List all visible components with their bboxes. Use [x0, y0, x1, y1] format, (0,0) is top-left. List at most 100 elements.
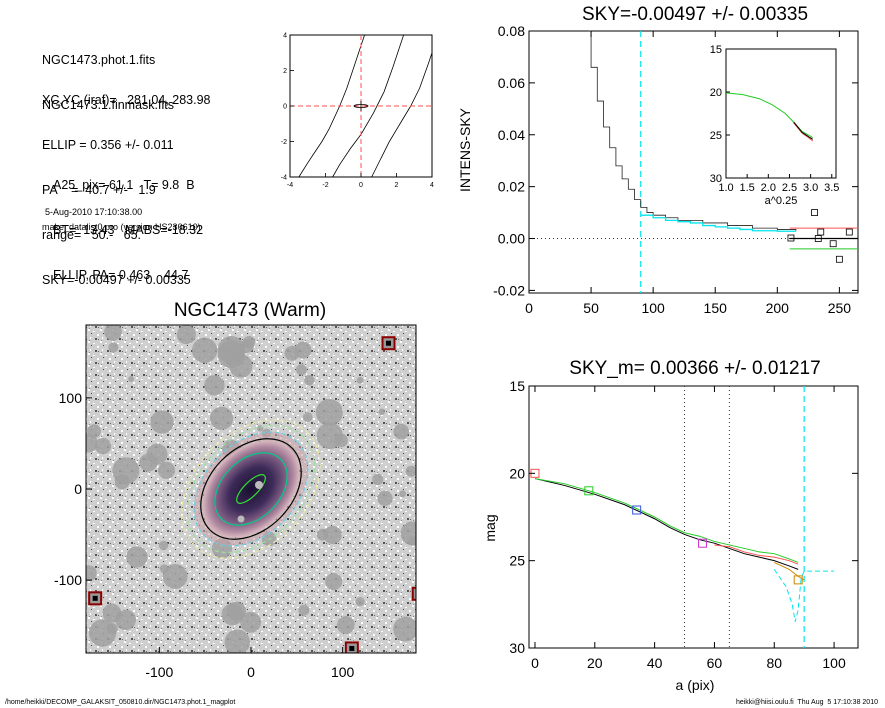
mag-series-0 [534, 478, 799, 570]
isophote-ellipse-3 [200, 438, 302, 540]
masked-region [298, 604, 310, 616]
result-ellip-pa: ELLIP, PA= 0.463 44.7 [53, 268, 189, 282]
masked-region [316, 422, 344, 450]
galaxy-xtick-label: 100 [331, 664, 355, 680]
sky-sample-square [814, 235, 822, 242]
masked-region [146, 443, 168, 465]
sky-ytick-label: 0.02 [498, 179, 525, 195]
sky-ytick-label: 0.00 [498, 231, 525, 247]
mag-series-1 [714, 544, 799, 565]
masked-region [399, 490, 407, 498]
galaxy-xtick-label: -100 [145, 664, 173, 680]
isophote-ellipse-2 [193, 431, 309, 547]
masked-region [304, 375, 315, 386]
mag-xtick-label: 60 [707, 655, 723, 671]
mag-xtick-label: 80 [766, 655, 782, 671]
sky-ytick-label: -0.02 [493, 282, 525, 298]
galaxy-ytick-label: -100 [54, 572, 82, 588]
sky-ytick-label: 0.08 [498, 23, 525, 39]
sky-intensity-plot: SKY=-0.00497 +/- 0.00335 INTENS-SKY 0 50 1… [457, 4, 859, 316]
sky-ytick-label: 0.06 [498, 75, 525, 91]
masked-region [284, 345, 300, 361]
masked-region [325, 573, 343, 591]
sky-xtick-label: 100 [641, 300, 665, 316]
masked-region [378, 408, 386, 416]
contour-xtick-label: 4 [430, 182, 434, 189]
mag-marker-square [793, 575, 803, 585]
contour-line-0 [298, 34, 365, 178]
intensity-profile [588, 30, 797, 231]
masked-region [94, 437, 112, 455]
galaxy-ytick-label: 0 [74, 481, 82, 497]
masked-region [323, 525, 342, 545]
reference-marker-center [416, 591, 421, 596]
masked-region [114, 474, 130, 490]
inset-series-2 [793, 121, 813, 140]
inset-ytick-label: 25 [710, 130, 722, 142]
mag-ytick-label: 15 [509, 378, 525, 394]
masked-region [372, 473, 384, 485]
file-name-2: NGC1473.1.finmask.fits [42, 98, 174, 112]
sky-sample-square [817, 228, 825, 236]
param-sky: SKY=-0.00497 +/- 0.00335 [42, 273, 191, 287]
masked-region [176, 325, 196, 345]
masked-region [150, 410, 174, 434]
mag-series-2 [534, 478, 799, 563]
masked-region [302, 412, 313, 422]
masked-region [405, 465, 416, 477]
galaxy-xtick-label: 0 [247, 664, 255, 680]
mag-plot-frame [528, 385, 859, 649]
param-center: XC,YC (iraf)= 281.04, 283.98 [42, 93, 211, 107]
sky-xtick-label: 0 [525, 300, 533, 316]
masked-region [393, 616, 416, 642]
sky-plot-frame [528, 30, 859, 294]
file-list: NGC1473.phot.1.fits NGC1473.1.finmask.fi… [42, 23, 174, 128]
masked-region [126, 546, 148, 568]
mag-plot-ylabel: mag [482, 514, 498, 541]
masked-region [408, 536, 416, 546]
foreground-star [237, 515, 245, 523]
foreground-star [255, 481, 263, 489]
sky-sample-square [811, 209, 818, 216]
contour-line-1 [332, 34, 404, 178]
galaxy-body [181, 419, 321, 559]
sky-step-profile [640, 214, 796, 232]
masked-region [108, 342, 119, 353]
inset-ytick-label: 20 [710, 87, 722, 99]
mag-ytick-label: 20 [509, 465, 525, 481]
param-ellip: ELLIP = 0.356 +/- 0.011 [42, 138, 174, 152]
masked-region [316, 528, 329, 541]
reference-marker-center [349, 645, 355, 651]
galaxy-ytick-label: 100 [59, 390, 83, 406]
masked-region [315, 398, 343, 427]
program-version: make_datalist0.pro (version HS230610) [42, 222, 201, 232]
masked-region [106, 623, 118, 635]
mag-ytick-label: 25 [509, 553, 525, 569]
contour-ytick-label: 4 [283, 33, 287, 40]
sky-sample-square [787, 234, 795, 242]
contour-xtick-label: -2 [322, 182, 328, 189]
masked-region [221, 603, 244, 626]
sky-sample-square [845, 228, 853, 236]
inset-frame [725, 48, 837, 179]
mag-series-3 [774, 561, 805, 581]
sky-sample-square [829, 240, 837, 248]
sky-xtick-label: 50 [583, 300, 599, 316]
contour-ytick-label: -4 [281, 175, 287, 182]
mag-xtick-label: 20 [587, 655, 603, 671]
file-name-1: NGC1473.phot.1.fits [42, 53, 156, 67]
contour-ytick-label: 2 [283, 68, 287, 75]
galaxy-disk [202, 440, 300, 538]
footer-user-time: heikki@hiisi.oulu.fi Thu Aug 5 17:10:38 … [735, 699, 878, 706]
mag-ytick-label: 30 [509, 640, 525, 656]
masked-region [295, 364, 307, 376]
isophote-ellipse-5 [236, 474, 266, 504]
isophote-ellipse-0 [181, 419, 321, 559]
sky-sample-square [835, 255, 843, 263]
masked-region [209, 406, 234, 430]
masked-region [355, 596, 365, 607]
sky-xtick-label: 200 [766, 300, 790, 316]
inset-xtick-label: 2.5 [782, 182, 797, 194]
mag-plot-xlabel: a (pix) [676, 677, 715, 693]
inset-xtick-label: 3.0 [803, 182, 818, 194]
